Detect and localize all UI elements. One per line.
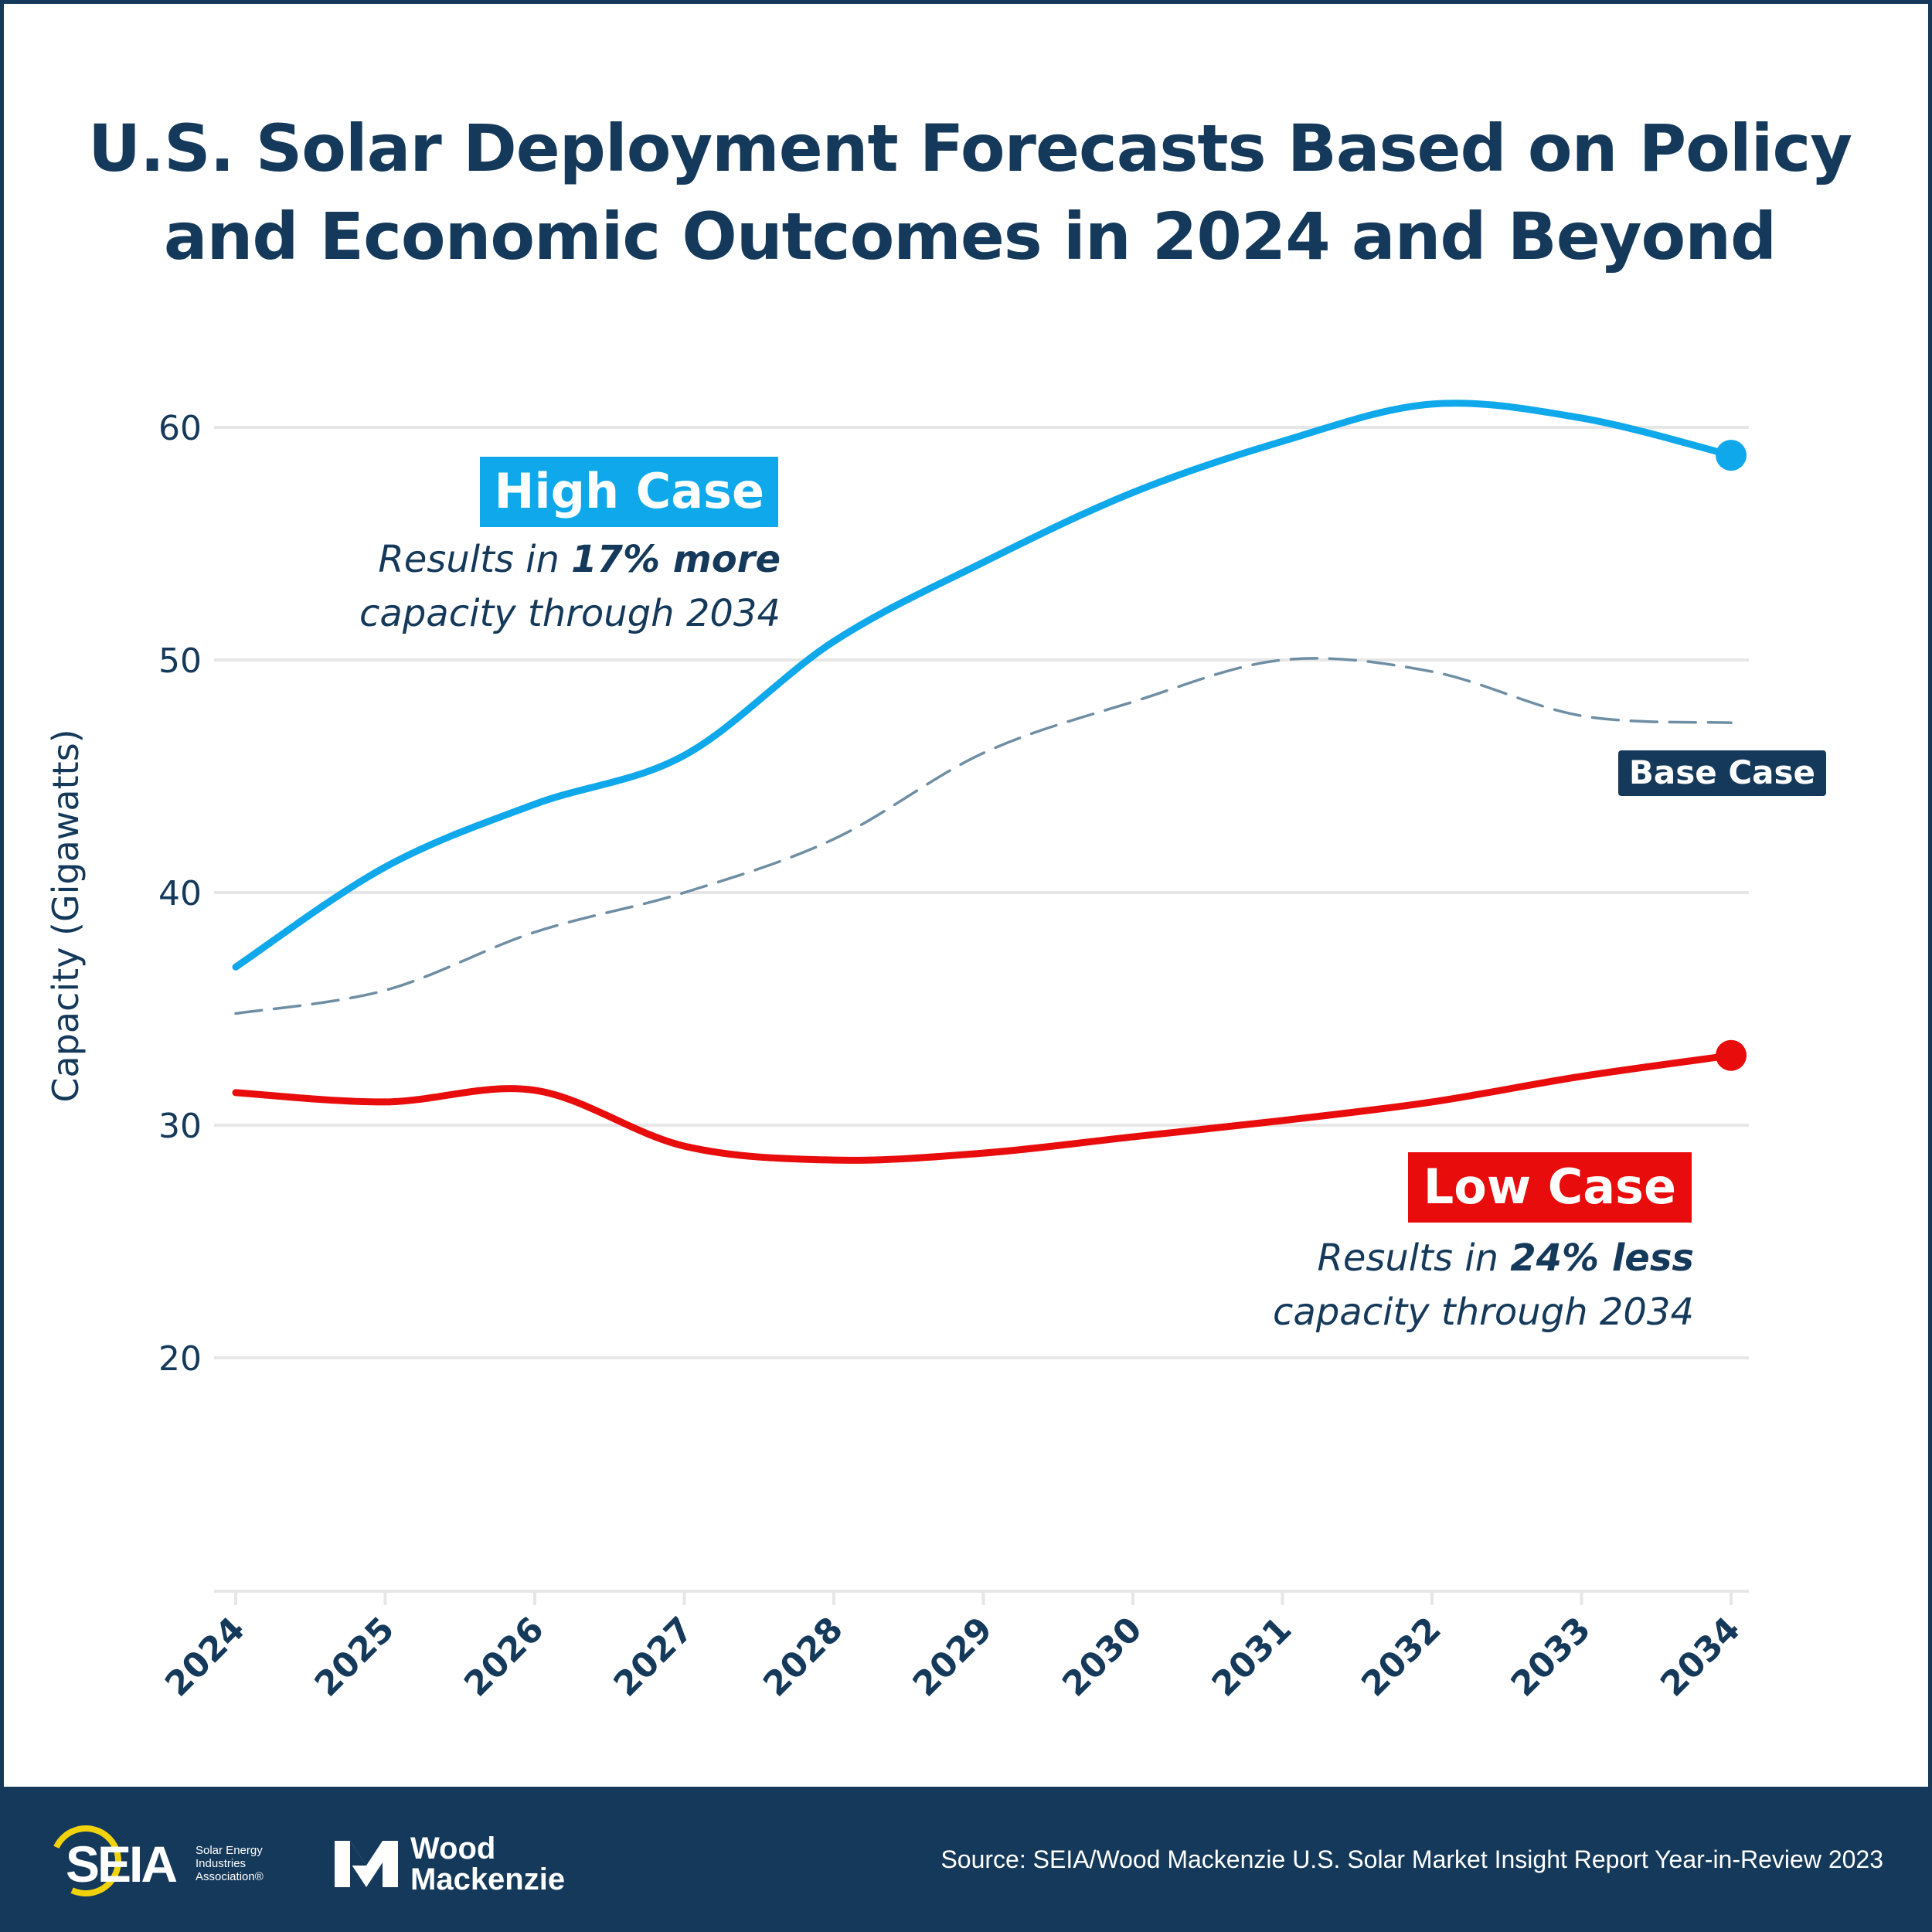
high-case-end-marker [1716,440,1747,471]
low-case-label: Low Case [1407,1152,1692,1223]
wood-mackenzie-line-1: Wood [410,1832,496,1866]
low-case-note-line-1: Results in 24% less [1273,1231,1695,1285]
chart-title-line-1: U.S. Solar Deployment Forecasts Based on… [87,111,1852,186]
wood-mackenzie-mark-icon [335,1841,398,1887]
x-tick-label-2033: 2033 [1504,1610,1599,1705]
series-lines [232,400,1747,1164]
x-tick-label-2026: 2026 [457,1610,552,1705]
high-case-line [232,400,1735,971]
seia-logo-subtitle: Solar Energy Industries Association® [196,1844,288,1883]
y-tick-label-60: 60 [158,409,202,448]
wood-mackenzie-line-2: Mackenzie [410,1862,566,1896]
high-case-note-prefix: Results in [378,538,572,581]
x-tick-label-2031: 2031 [1205,1610,1300,1705]
low-case-note: Results in 24% less capacity through 203… [1273,1231,1694,1339]
seia-sub-line-3: Association® [196,1870,264,1883]
base-case-line [234,657,1733,1015]
high-case-note-line-1: Results in 17% more [359,532,781,587]
low-case-note-prefix: Results in [1317,1236,1511,1280]
low-case-line [232,1052,1735,1164]
seia-logo: SEIA Solar Energy Industries Association… [40,1815,290,1906]
y-tick-label-20: 20 [158,1339,202,1379]
low-case-end-marker [1716,1039,1747,1071]
y-tick-label-30: 30 [158,1107,202,1146]
x-tick-label-2028: 2028 [756,1610,851,1705]
footer-bar: SEIA Solar Energy Industries Association… [4,1787,1928,1928]
chart-title-line-2: and Economic Outcomes in 2024 and Beyond [163,199,1777,274]
x-tick-label-2024: 2024 [158,1610,253,1705]
source-citation: Source: SEIA/Wood Mackenzie U.S. Solar M… [940,1845,1883,1873]
x-tick-label-2025: 2025 [308,1610,403,1705]
x-tick-label-2034: 2034 [1653,1610,1748,1705]
y-tick-label-40: 40 [158,874,202,913]
wood-mackenzie-wordmark: Wood Mackenzie [410,1833,565,1895]
high-case-note: Results in 17% more capacity through 203… [359,532,781,641]
seia-logo-text: SEIA [66,1835,178,1893]
wood-mackenzie-logo: Wood Mackenzie [335,1832,590,1898]
x-tick-label-2027: 2027 [607,1610,702,1705]
gridlines [214,426,1749,1359]
y-tick-label-50: 50 [158,641,202,681]
x-tick-label-2029: 2029 [906,1610,1001,1705]
high-case-label: High Case [480,457,778,527]
base-case-label: Base Case [1617,750,1826,796]
seia-sub-line-2: Industries [196,1857,247,1870]
seia-sub-line-1: Solar Energy [196,1844,263,1857]
high-case-note-emphasis: 17% more [571,538,781,581]
low-case-note-emphasis: 24% less [1510,1236,1694,1280]
y-axis-label: Capacity (Gigawatts) [45,729,87,1102]
x-tick-label-2032: 2032 [1354,1610,1449,1705]
high-case-note-line-2: capacity through 2034 [359,592,781,635]
x-tick-label-2030: 2030 [1055,1610,1150,1705]
low-case-note-line-2: capacity through 2034 [1273,1291,1694,1334]
chart-title: U.S. Solar Deployment Forecasts Based on… [4,104,1928,281]
